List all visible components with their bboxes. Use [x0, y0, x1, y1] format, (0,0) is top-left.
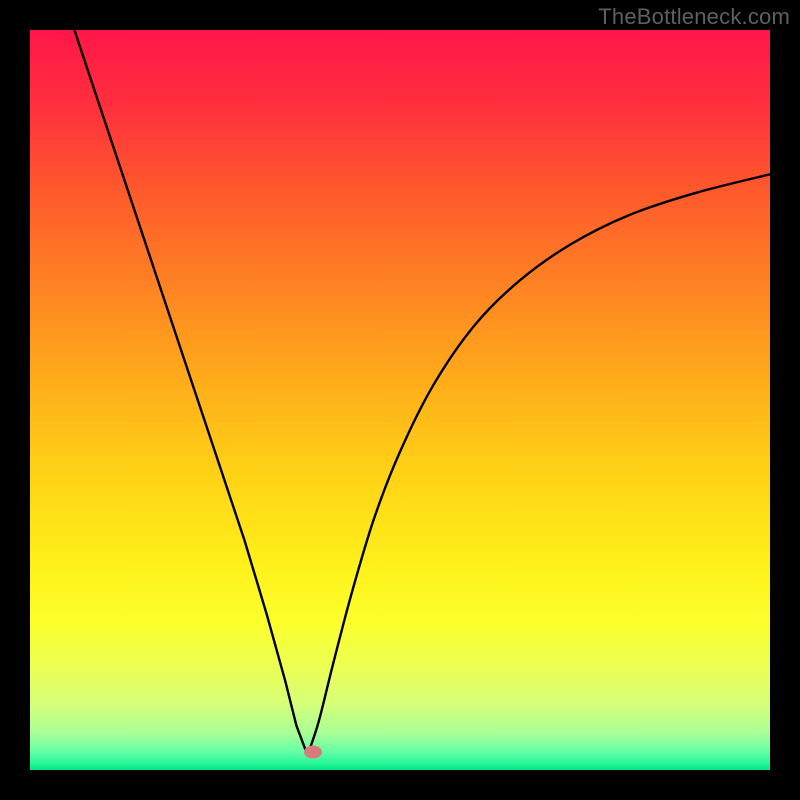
watermark-text: TheBottleneck.com — [598, 4, 790, 30]
plot-area — [30, 30, 770, 770]
chart-frame: TheBottleneck.com — [0, 0, 800, 800]
bottleneck-curve — [30, 30, 770, 770]
apex-marker — [304, 745, 322, 758]
